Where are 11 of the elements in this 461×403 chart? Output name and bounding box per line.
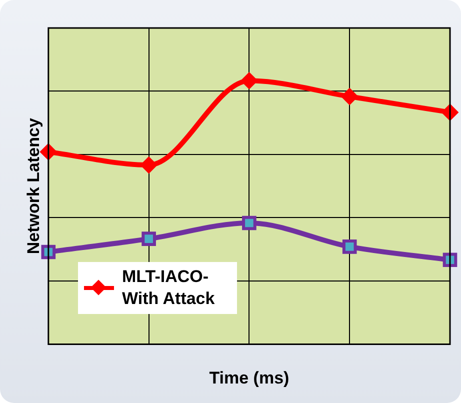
point — [41, 244, 56, 260]
point — [442, 252, 458, 268]
point — [140, 156, 158, 174]
point — [341, 88, 358, 106]
point — [242, 216, 256, 230]
point — [342, 240, 357, 254]
y-axis-title: Network Latency — [24, 118, 43, 254]
legend-label: MLT-IACO-With Attack — [122, 266, 216, 310]
point — [240, 72, 258, 90]
x-axis-title: Time (ms) — [209, 368, 290, 388]
point — [142, 232, 156, 246]
